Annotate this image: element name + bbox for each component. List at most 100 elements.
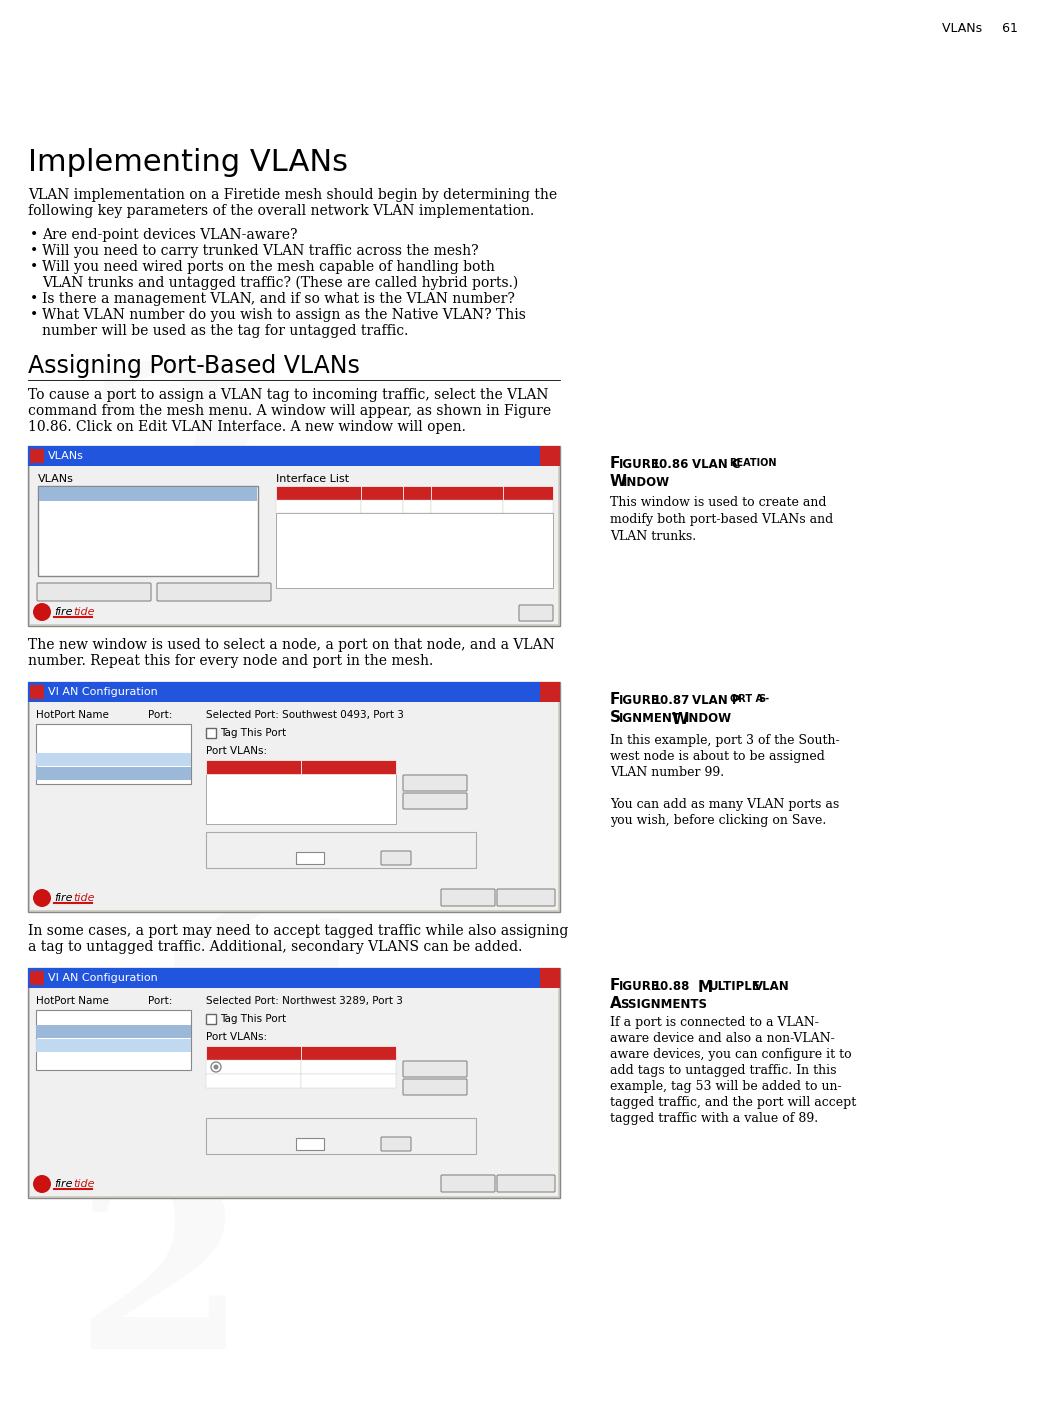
Bar xyxy=(296,1138,324,1150)
Text: VLAN trunks and untagged traffic? (These are called hybrid ports.): VLAN trunks and untagged traffic? (These… xyxy=(42,276,518,290)
Text: 2: 2 xyxy=(73,1160,247,1401)
Text: A: A xyxy=(610,995,621,1011)
Text: Is there a management VLAN, and if so what is the VLAN number?: Is there a management VLAN, and if so wh… xyxy=(42,291,515,306)
Text: tagged traffic with a value of 89.: tagged traffic with a value of 89. xyxy=(610,1112,818,1125)
Bar xyxy=(503,486,553,500)
Text: X: X xyxy=(546,687,553,697)
Text: ULTIPLE: ULTIPLE xyxy=(709,980,760,992)
Text: Northwest-3289: Northwest-3289 xyxy=(38,741,111,750)
Text: 2: 2 xyxy=(154,753,366,1048)
Bar xyxy=(36,724,191,784)
Text: Are end-point devices VLAN-aware?: Are end-point devices VLAN-aware? xyxy=(42,228,297,241)
Bar xyxy=(276,513,553,588)
Text: fire: fire xyxy=(54,892,72,902)
Text: 10.87: 10.87 xyxy=(653,694,690,707)
FancyBboxPatch shape xyxy=(37,583,151,601)
Text: This window is used to create and: This window is used to create and xyxy=(610,496,826,508)
Bar xyxy=(28,446,560,466)
Text: S-: S- xyxy=(758,694,769,704)
Text: Port: Port xyxy=(408,488,427,497)
Text: ORT A: ORT A xyxy=(730,694,763,704)
Text: F: F xyxy=(610,456,620,471)
Circle shape xyxy=(33,890,51,907)
FancyBboxPatch shape xyxy=(497,890,555,905)
Bar xyxy=(38,486,258,575)
Text: 2: 2 xyxy=(84,356,277,624)
Text: VLANs     61: VLANs 61 xyxy=(942,21,1018,36)
Text: 53: 53 xyxy=(462,503,472,511)
Text: VLAN implementation on a Firetide mesh should begin by determining the: VLAN implementation on a Firetide mesh s… xyxy=(28,188,558,201)
Text: aware device and also a non-VLAN-: aware device and also a non-VLAN- xyxy=(610,1032,835,1045)
Text: Selected Port: Southwest 0493, Port 3: Selected Port: Southwest 0493, Port 3 xyxy=(206,710,404,720)
Text: 53: 53 xyxy=(42,488,56,498)
Text: Southeast-0484: Southeast-0484 xyxy=(38,754,110,764)
Text: Interface List: Interface List xyxy=(276,474,349,484)
Bar xyxy=(540,446,560,466)
Text: VLANs: VLANs xyxy=(48,451,84,461)
Text: IGURE: IGURE xyxy=(619,694,660,707)
Bar xyxy=(361,500,403,513)
Text: SSIGNMENTS: SSIGNMENTS xyxy=(620,998,707,1011)
Bar xyxy=(206,728,217,738)
Text: VLAN: VLAN xyxy=(336,763,361,771)
Text: 10.86. Click on Edit VLAN Interface. A new window will open.: 10.86. Click on Edit VLAN Interface. A n… xyxy=(28,420,465,434)
Text: INDOW: INDOW xyxy=(623,476,670,488)
Text: F: F xyxy=(610,693,620,707)
Text: Southeast-0484: Southeast-0484 xyxy=(38,1041,110,1050)
Text: REATION: REATION xyxy=(729,458,776,468)
Text: tide: tide xyxy=(73,892,94,902)
Text: Port 3: Port 3 xyxy=(150,754,177,764)
Bar xyxy=(206,1045,301,1060)
Text: Northwest-3...: Northwest-3... xyxy=(292,503,345,511)
Text: Southwest 0493: Southwest 0493 xyxy=(38,768,111,777)
Text: Port 1: Port 1 xyxy=(150,768,177,777)
Text: Port 1: Port 1 xyxy=(150,1012,177,1021)
Text: modify both port-based VLANs and: modify both port-based VLANs and xyxy=(610,513,834,526)
Bar xyxy=(36,767,191,780)
Text: Port VLANs:: Port VLANs: xyxy=(206,745,267,755)
Text: Port:: Port: xyxy=(147,995,173,1005)
Text: Model: Model xyxy=(369,488,395,497)
FancyBboxPatch shape xyxy=(441,1175,495,1192)
Circle shape xyxy=(213,1064,219,1070)
Text: IGURE: IGURE xyxy=(619,458,660,471)
Text: Cancel: Cancel xyxy=(509,892,543,902)
Bar xyxy=(30,448,44,463)
Bar xyxy=(301,1045,396,1060)
Text: (2-4094): (2-4094) xyxy=(328,1140,367,1148)
Text: You can add as many VLAN ports as: You can add as many VLAN ports as xyxy=(610,798,839,811)
Bar xyxy=(206,760,301,774)
Text: •: • xyxy=(30,308,39,321)
Bar xyxy=(431,486,503,500)
Bar xyxy=(30,971,44,985)
Text: OK: OK xyxy=(529,608,543,618)
FancyBboxPatch shape xyxy=(403,775,467,791)
Text: number will be used as the tag for untagged traffic.: number will be used as the tag for untag… xyxy=(42,324,408,338)
Text: Will you need wired ports on the mesh capable of handling both: Will you need wired ports on the mesh ca… xyxy=(42,260,495,274)
Text: X: X xyxy=(546,451,553,460)
Text: Primary VLAN: Primary VLAN xyxy=(437,488,497,497)
FancyBboxPatch shape xyxy=(403,793,467,810)
Text: number. Repeat this for every node and port in the mesh.: number. Repeat this for every node and p… xyxy=(28,654,433,668)
Bar xyxy=(403,486,431,500)
Text: New VLAN Entry: New VLAN Entry xyxy=(210,838,290,848)
Text: Port 2: Port 2 xyxy=(150,1027,177,1035)
Text: Assigning Port-Based VLANs: Assigning Port-Based VLANs xyxy=(28,354,360,378)
Text: example, tag 53 will be added to un-: example, tag 53 will be added to un- xyxy=(610,1080,842,1092)
Bar xyxy=(301,1074,396,1088)
Text: fire: fire xyxy=(54,1180,72,1190)
Text: Selected Port: Northwest 3289, Port 3: Selected Port: Northwest 3289, Port 3 xyxy=(206,995,403,1005)
Text: 10.86: 10.86 xyxy=(652,458,689,471)
Text: f: f xyxy=(40,892,44,904)
Text: ✓: ✓ xyxy=(207,1014,213,1024)
Bar xyxy=(206,1074,301,1088)
Circle shape xyxy=(211,1062,221,1072)
Text: Edit VLAN Interfaces...: Edit VLAN Interfaces... xyxy=(43,587,144,597)
Text: Tag This Port: Tag This Port xyxy=(220,1014,287,1024)
Text: f: f xyxy=(40,607,44,617)
Text: following key parameters of the overall network VLAN implementation.: following key parameters of the overall … xyxy=(28,204,535,218)
Text: west node is about to be assigned: west node is about to be assigned xyxy=(610,750,825,763)
Bar xyxy=(30,988,558,1197)
Text: Port VLANs:: Port VLANs: xyxy=(206,1032,267,1042)
Text: Port 1: Port 1 xyxy=(150,1054,177,1064)
